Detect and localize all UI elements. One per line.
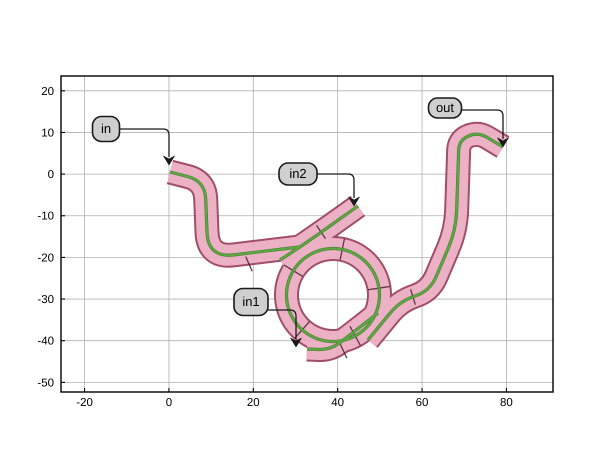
svg-text:40: 40 [331, 397, 344, 409]
svg-text:-20: -20 [76, 397, 93, 409]
svg-text:0: 0 [166, 397, 172, 409]
svg-text:-40: -40 [37, 336, 54, 348]
svg-text:-10: -10 [37, 211, 54, 223]
svg-text:20: 20 [41, 86, 54, 98]
svg-text:10: 10 [41, 127, 54, 139]
svg-text:in1: in1 [242, 294, 259, 309]
svg-text:out: out [436, 100, 454, 115]
svg-text:in2: in2 [289, 166, 306, 181]
svg-text:0: 0 [48, 169, 54, 181]
svg-text:80: 80 [500, 397, 513, 409]
svg-text:in: in [101, 121, 111, 136]
svg-text:20: 20 [247, 397, 260, 409]
svg-text:-20: -20 [37, 252, 54, 264]
svg-text:-50: -50 [37, 377, 54, 389]
svg-text:-30: -30 [37, 294, 54, 306]
svg-text:60: 60 [416, 397, 429, 409]
